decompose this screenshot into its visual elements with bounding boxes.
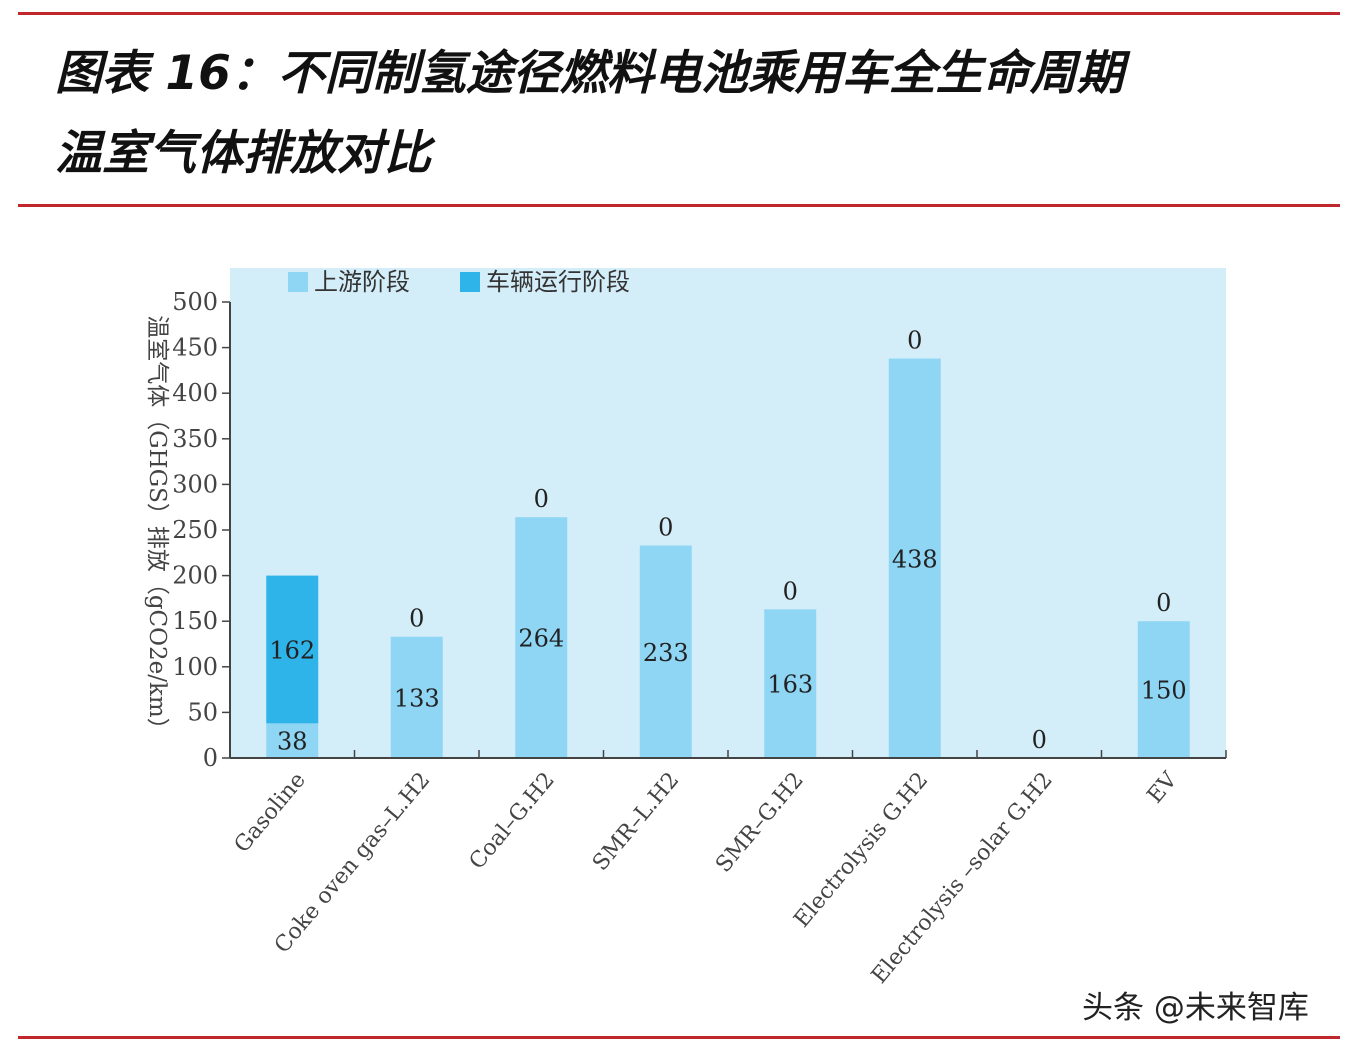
- x-tick-label: EV: [1143, 767, 1183, 808]
- data-label: 162: [269, 636, 315, 664]
- top-label: 0: [409, 605, 424, 633]
- y-tick-label: 500: [172, 288, 218, 316]
- top-label: 0: [1156, 589, 1171, 617]
- y-tick-label: 350: [172, 425, 218, 453]
- x-tick-label: SMR–G.H2: [711, 768, 809, 878]
- data-label: 133: [394, 684, 440, 712]
- data-label: 38: [277, 728, 308, 756]
- top-label: 0: [658, 514, 673, 542]
- data-label: 264: [518, 625, 564, 653]
- y-tick-label: 250: [172, 516, 218, 544]
- bar-3-upstream: [515, 517, 568, 758]
- x-tick-label: Electrolysis G.H2: [789, 768, 933, 933]
- x-tick-label: Coal–G.H2: [465, 768, 560, 875]
- legend-swatch-1: [288, 272, 308, 292]
- title-line-1: 图表 16：不同制氢途径燃料电池乘用车全生命周期: [55, 46, 1124, 101]
- top-label: 0: [1032, 726, 1047, 754]
- title-line-2: 温室气体排放对比: [55, 126, 431, 181]
- top-label: 0: [907, 327, 922, 355]
- y-tick-label: 50: [187, 698, 218, 726]
- bar-1-upstream: [266, 723, 319, 758]
- data-label: 163: [767, 671, 813, 699]
- y-tick-label: 200: [172, 562, 218, 590]
- y-tick-label: 0: [203, 744, 218, 772]
- legend-label-2: 车辆运行阶段: [486, 268, 630, 296]
- y-tick-label: 400: [172, 379, 218, 407]
- top-label: 0: [783, 577, 798, 605]
- watermark: 头条 @未来智库: [1082, 990, 1309, 1026]
- legend-label-1: 上游阶段: [314, 268, 410, 296]
- x-tick-label: Gasoline: [230, 768, 311, 858]
- y-tick-label: 450: [172, 334, 218, 362]
- data-label: 438: [892, 545, 938, 573]
- bar-8-upstream: [1137, 621, 1190, 758]
- bar-1-vehicle: [266, 575, 319, 724]
- bar-6-upstream: [888, 358, 941, 758]
- data-label: 150: [1141, 677, 1187, 705]
- y-axis-label: 温室气体（GHGS）排放（gCO2e/km）: [144, 315, 170, 740]
- plot-background: [230, 268, 1226, 758]
- title-rule: [18, 204, 1340, 207]
- legend-swatch-2: [460, 272, 480, 292]
- y-tick-label: 300: [172, 470, 218, 498]
- y-tick-label: 100: [172, 653, 218, 681]
- bar-2-upstream: [390, 636, 443, 758]
- top-rule: [18, 12, 1340, 15]
- figure-title: 图表 16：不同制氢途径燃料电池乘用车全生命周期 温室气体排放对比: [55, 34, 1325, 194]
- data-label: 233: [643, 639, 689, 667]
- bar-5-upstream: [764, 609, 817, 758]
- x-tick-label: SMR–L.H2: [588, 768, 684, 876]
- bar-4-upstream: [639, 545, 692, 758]
- bottom-rule: [18, 1036, 1340, 1039]
- y-tick-label: 150: [172, 607, 218, 635]
- top-label: 0: [534, 485, 549, 513]
